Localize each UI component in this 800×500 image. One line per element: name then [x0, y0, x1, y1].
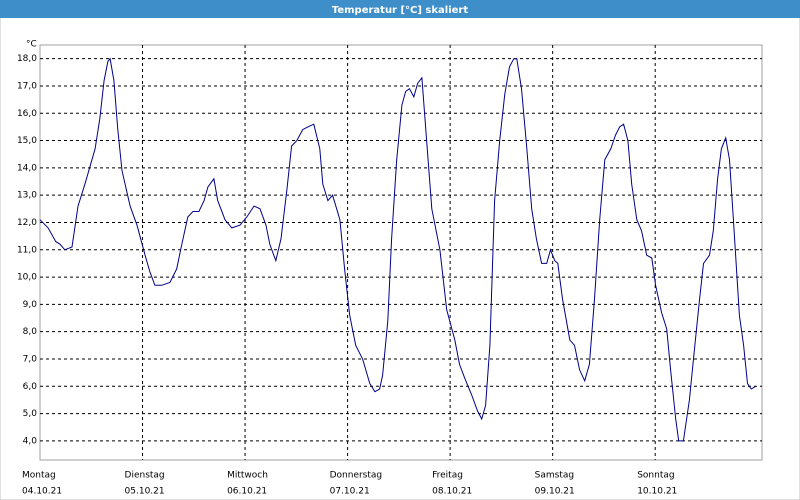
- title-bar: [0, 0, 800, 18]
- y-tick-label: 8,0: [23, 327, 38, 337]
- y-tick-label: 14,0: [17, 163, 37, 173]
- y-tick-label: 10,0: [17, 273, 37, 283]
- y-tick-label: 15,0: [17, 136, 37, 146]
- x-tick-date: 06.10.21: [227, 487, 267, 497]
- y-tick-label: 12,0: [17, 218, 37, 228]
- y-tick-label: 7,0: [23, 354, 38, 364]
- y-tick-label: 6,0: [23, 382, 38, 392]
- y-tick-label: 11,0: [17, 245, 37, 255]
- y-tick-label: 17,0: [17, 81, 37, 91]
- y-unit: °C: [26, 40, 37, 50]
- plot-frame: [39, 44, 763, 461]
- y-tick-label: 9,0: [23, 300, 38, 310]
- x-tick-label: Mittwoch: [227, 471, 268, 481]
- chart-title: Temperatur [°C] skaliert: [332, 5, 469, 16]
- x-tick-label: Dienstag: [125, 471, 165, 481]
- x-tick-label: Montag: [22, 471, 56, 481]
- x-tick-date: 07.10.21: [330, 487, 370, 497]
- x-tick-label: Sonntag: [637, 471, 674, 481]
- x-tick-date: 04.10.21: [22, 487, 62, 497]
- y-tick-label: 4,0: [23, 436, 38, 446]
- x-tick-date: 05.10.21: [125, 487, 165, 497]
- series-line: [39, 57, 756, 442]
- y-tick-label: 13,0: [17, 191, 37, 201]
- y-tick-label: 18,0: [17, 54, 37, 64]
- y-tick-label: 16,0: [17, 109, 37, 119]
- x-tick-date: 08.10.21: [432, 487, 472, 497]
- x-tick-date: 10.10.21: [637, 487, 677, 497]
- x-tick-label: Samstag: [535, 471, 574, 481]
- y-tick-label: 5,0: [23, 409, 38, 419]
- x-tick-label: Freitag: [432, 471, 463, 481]
- x-tick-date: 09.10.21: [535, 487, 575, 497]
- x-tick-label: Donnerstag: [330, 471, 383, 481]
